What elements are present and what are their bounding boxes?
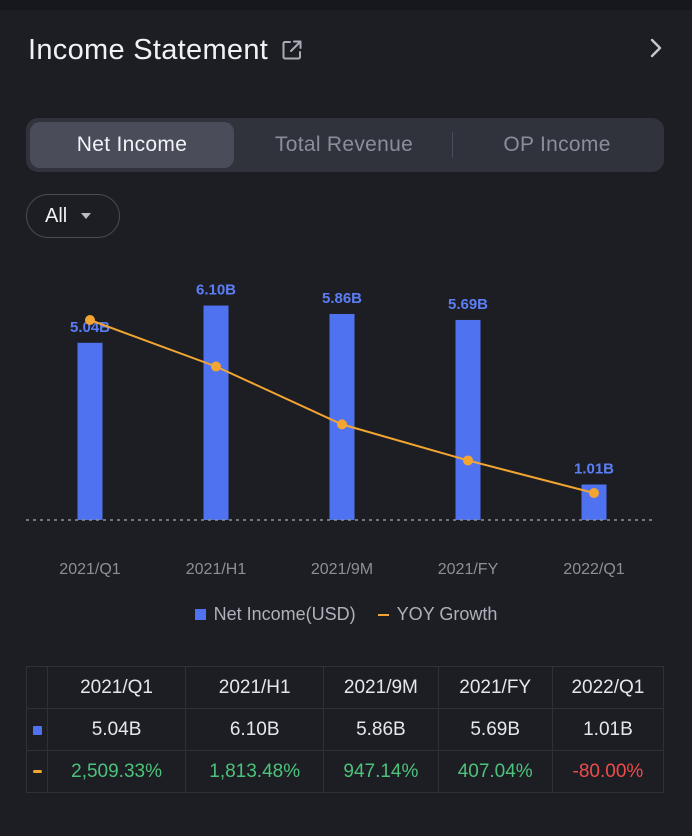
filter-label: All	[45, 204, 68, 227]
metric-tabs: Net Income Total Revenue OP Income	[26, 118, 664, 172]
table-cell: 1.01B	[551, 708, 665, 751]
tab-net-income[interactable]: Net Income	[30, 122, 234, 168]
net-income-marker-cell	[26, 708, 48, 751]
table-header-row: 2021/Q1 2021/H1 2021/9M 2021/FY 2022/Q1	[26, 666, 665, 709]
bar-2021-q1	[77, 342, 103, 520]
table-cell: 947.14%	[323, 750, 439, 793]
table-header-cell: 2021/9M	[323, 666, 439, 709]
yoy-point-2021-9m	[337, 419, 347, 430]
bar-value-label: 5.86B	[322, 290, 362, 307]
period-filter-dropdown[interactable]: All	[26, 194, 120, 238]
table-cell: 6.10B	[185, 708, 325, 751]
table-row-net-income: 5.04B 6.10B 5.86B 5.69B 1.01B	[26, 708, 665, 751]
yoy-point-2021-fy	[463, 455, 473, 466]
table-header-cell: 2021/Q1	[46, 666, 187, 709]
x-tick-label: 2021/9M	[311, 561, 373, 578]
table-cell: -80.00%	[551, 750, 665, 793]
bar-2021-h1	[203, 305, 229, 520]
tab-op-income[interactable]: OP Income	[503, 133, 611, 156]
yoy-point-2021-h1	[211, 361, 221, 372]
table-header-cell: 2021/H1	[185, 666, 325, 709]
yoy-point-2022-q1	[589, 488, 599, 498]
tab-total-revenue[interactable]: Total Revenue	[274, 133, 414, 156]
bar-value-label: 1.01B	[574, 460, 614, 477]
legend-label-net-income: Net Income(USD)	[213, 604, 356, 624]
legend-label-yoy-growth: YOY Growth	[396, 604, 498, 624]
bar-2021-fy	[455, 319, 481, 520]
line-marker-icon	[32, 769, 42, 773]
table-cell: 5.86B	[323, 708, 439, 751]
bar-marker-icon	[32, 725, 42, 735]
bar-swatch-icon	[194, 609, 206, 620]
table-cell: 5.69B	[437, 708, 553, 751]
caret-down-icon	[81, 213, 92, 219]
table-header-cell: 2022/Q1	[551, 666, 665, 709]
top-strip	[0, 0, 692, 10]
data-table: 2021/Q1 2021/H1 2021/9M 2021/FY 2022/Q1 …	[26, 666, 665, 793]
external-link-icon[interactable]	[280, 38, 304, 62]
x-tick-label: 2021/Q1	[59, 561, 120, 578]
chevron-right-icon[interactable]	[648, 36, 664, 60]
legend-item-yoy-growth[interactable]: YOY Growth	[377, 604, 498, 625]
bar-value-label: 6.10B	[196, 282, 236, 299]
section-header: Income Statement	[28, 30, 304, 70]
line-swatch-icon	[377, 613, 389, 616]
chart-legend: Net Income(USD) YOY Growth	[0, 604, 692, 625]
bar-2021-9m	[329, 313, 355, 520]
x-tick-label: 2022/Q1	[563, 561, 624, 578]
table-header-cell: 2021/FY	[437, 666, 553, 709]
table-row-yoy-growth: 2,509.33% 1,813.48% 947.14% 407.04% -80.…	[26, 750, 665, 793]
legend-item-net-income[interactable]: Net Income(USD)	[194, 604, 356, 625]
yoy-point-2021-q1	[85, 315, 95, 325]
table-cell: 1,813.48%	[185, 750, 325, 793]
yoy-marker-cell	[26, 750, 48, 793]
table-cell: 407.04%	[437, 750, 553, 793]
table-cell: 2,509.33%	[46, 750, 187, 793]
tab-divider	[452, 132, 453, 158]
page-title: Income Statement	[28, 33, 269, 66]
x-tick-label: 2021/H1	[186, 561, 247, 578]
table-cell: 5.04B	[46, 708, 187, 751]
x-tick-label: 2021/FY	[438, 561, 499, 578]
table-corner-cell	[26, 666, 48, 709]
bar-value-label: 5.69B	[448, 296, 488, 313]
